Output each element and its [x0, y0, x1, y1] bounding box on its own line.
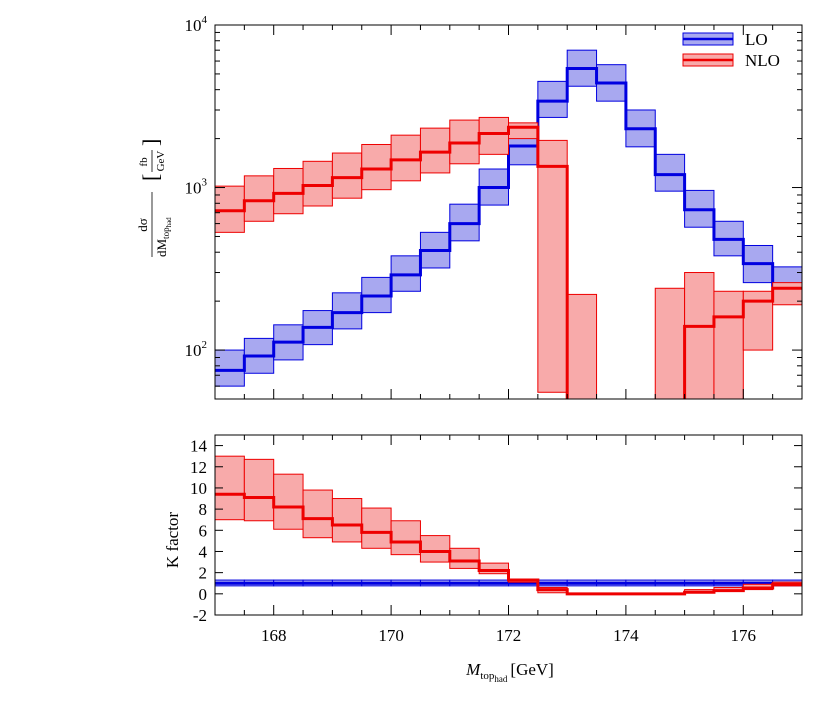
- x-axis-label: Mtophad [GeV]: [465, 660, 554, 684]
- k-factor-nlo-band-bin: [361, 507, 392, 549]
- y-tick-label-base: 10: [185, 179, 202, 198]
- ylabel-den-prefix: dM: [154, 239, 169, 258]
- cross-section-lo-band-bin: [331, 292, 363, 330]
- k-factor-plot-area: [215, 455, 802, 596]
- k-factor-y-tick-label: -2: [193, 606, 207, 625]
- cross-section-plot-area: [215, 49, 802, 399]
- cross-section-nlo-band-bin: [537, 139, 568, 393]
- legend-entry-lo: LO: [682, 30, 768, 49]
- k-factor-nlo-central-line: [215, 492, 802, 596]
- cross-section-nlo-band-bin: [508, 122, 539, 140]
- cross-section-nlo-central-line: [215, 125, 802, 399]
- cross-section-y-tick-label: 102: [185, 339, 208, 360]
- x-tick-label: 174: [613, 626, 639, 645]
- k-factor-nlo-band-bin: [390, 520, 421, 556]
- ylabel-denominator: dMtophad: [154, 217, 173, 257]
- legend-label-lo: LO: [745, 30, 768, 49]
- cross-section-nlo-band-bin: [713, 290, 744, 399]
- ylabel-left-bracket: [: [138, 174, 163, 181]
- cross-section-nlo-band-bin: [419, 127, 451, 174]
- k-factor-y-tick-label: 6: [199, 521, 208, 540]
- cross-section-series-group: [215, 49, 802, 399]
- cross-section-nlo-band-bin: [243, 175, 275, 222]
- cross-section-y-tick-label: 104: [185, 14, 208, 35]
- cross-section-y-tick-label: 103: [185, 177, 208, 198]
- k-factor-y-tick-label: 10: [190, 479, 207, 498]
- cross-section-ticks: [214, 24, 803, 400]
- cross-section-nlo-band-bin: [331, 152, 363, 199]
- cross-section-y-axis-label: dσ dMtophad [ fb GeV ]: [135, 139, 173, 257]
- k-factor-y-tick-labels: -2 0 2 4 6 8 10 12 14: [190, 437, 208, 625]
- x-tick-label: 168: [261, 626, 287, 645]
- xlabel-subsub: had: [494, 674, 507, 684]
- ylabel-unit-denominator: GeV: [155, 151, 167, 172]
- k-factor-nlo-band-bin: [449, 547, 480, 569]
- cross-section-nlo-band-bin: [684, 272, 715, 399]
- y-tick-label-base: 10: [185, 16, 202, 35]
- k-factor-ticks: [214, 435, 803, 616]
- ylabel-den-subsub: had: [165, 217, 173, 228]
- k-factor-nlo-band-bin: [302, 489, 333, 539]
- y-tick-label-exponent: 3: [202, 177, 208, 189]
- x-tick-label: 176: [731, 626, 757, 645]
- cross-section-nlo-band-bin: [361, 143, 392, 191]
- k-factor-y-tick-label: 14: [190, 437, 208, 456]
- k-factor-nlo-band-bin: [273, 473, 304, 530]
- ylabel-right-bracket: ]: [138, 139, 163, 146]
- k-factor-nlo-band-bin: [331, 498, 363, 543]
- x-tick-labels: 168 170 172 174 176: [261, 626, 756, 645]
- k-factor-y-tick-label: 8: [199, 500, 208, 519]
- x-tick-label: 172: [496, 626, 522, 645]
- cross-section-nlo-band-bin: [566, 293, 598, 399]
- k-factor-y-tick-label: 4: [199, 542, 208, 561]
- y-tick-label-exponent: 4: [202, 14, 208, 26]
- k-factor-nlo-band-bin: [243, 458, 275, 522]
- k-factor-y-tick-label: 2: [199, 564, 208, 583]
- cross-section-nlo-band-bin: [478, 116, 509, 155]
- k-factor-y-tick-label: 0: [199, 585, 208, 604]
- y-tick-label-exponent: 2: [202, 339, 208, 351]
- cross-section-nlo-band-bin: [273, 167, 304, 215]
- k-factor-nlo-band-bin: [478, 562, 509, 575]
- cross-section-lo-band-bin: [215, 349, 245, 387]
- cross-section-lo-band-bin: [537, 80, 568, 118]
- k-factor-nlo-band-bin: [419, 535, 451, 563]
- legend: LO NLO: [682, 30, 780, 70]
- cross-section-nlo-band-bin: [654, 287, 686, 399]
- xlabel-sub: top: [480, 670, 495, 682]
- legend-entry-nlo: NLO: [682, 51, 780, 70]
- ylabel-numerator: dσ: [135, 218, 150, 232]
- legend-label-nlo: NLO: [745, 51, 780, 70]
- k-factor-y-tick-label: 12: [190, 458, 207, 477]
- k-factor-panel: -2 0 2 4 6 8 10 12 14 168 170 172 174 176 K factor M…: [163, 434, 803, 684]
- ylabel-unit-numerator: fb: [138, 157, 150, 167]
- k-factor-y-axis-label: K factor: [163, 512, 182, 569]
- ylabel-den-sub: top: [161, 227, 171, 239]
- xlabel-prefix: M: [465, 660, 481, 679]
- x-tick-label: 170: [378, 626, 404, 645]
- cross-section-lo-band-bin: [654, 153, 686, 192]
- cross-section-lo-central-line: [215, 66, 802, 372]
- cross-section-nlo-band-bin: [302, 160, 333, 207]
- y-tick-label-base: 10: [185, 341, 202, 360]
- k-factor-series-group: [215, 455, 802, 596]
- cross-section-nlo-band-bin: [390, 134, 421, 182]
- xlabel-unit: [GeV]: [510, 660, 553, 679]
